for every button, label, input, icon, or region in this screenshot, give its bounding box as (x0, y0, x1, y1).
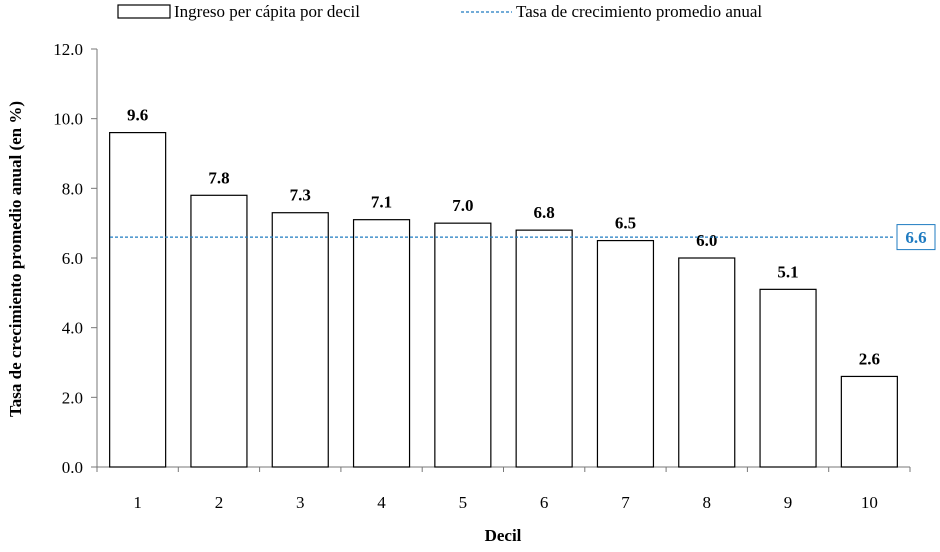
data-label: 6.5 (615, 214, 636, 233)
data-label: 7.1 (371, 193, 392, 212)
data-label: 2.6 (859, 349, 880, 368)
bar-decil-9 (759, 288, 817, 468)
x-tick-label: 8 (703, 493, 712, 512)
legend: Ingreso per cápita por decil Tasa de cre… (117, 2, 762, 21)
bar-decil-2 (190, 194, 248, 468)
bar-decil-6 (515, 229, 573, 468)
data-label: 7.8 (208, 168, 229, 187)
x-axis-ticks: 1 2 3 4 5 6 7 8 9 10 (96, 467, 911, 512)
y-tick-label: 10.0 (53, 110, 83, 129)
y-tick-label: 6.0 (62, 249, 83, 268)
x-tick-label: 4 (377, 493, 386, 512)
y-tick-label: 2.0 (62, 388, 83, 407)
y-axis-title: Tasa de crecimiento promedio anual (en %… (6, 101, 25, 417)
bar-decil-3 (271, 212, 329, 468)
bars: 9.6 7.8 7.3 7.1 7.0 6.8 6.5 6.0 5.1 2.6 (109, 106, 898, 468)
y-tick-label: 8.0 (62, 179, 83, 198)
average-growth-label-box (896, 224, 936, 251)
data-label: 7.3 (290, 186, 311, 205)
data-label: 6.8 (534, 203, 555, 222)
data-label: 5.1 (777, 262, 798, 281)
data-label: 7.0 (452, 196, 473, 215)
legend-label-bars: Ingreso per cápita por decil (174, 2, 360, 21)
x-tick-label: 10 (861, 493, 878, 512)
average-growth-label: 6.6 (905, 228, 926, 247)
bar-decil-1 (109, 132, 167, 468)
bar-decil-8 (678, 257, 736, 468)
x-tick-label: 1 (133, 493, 142, 512)
y-axis-ticks: 0.0 2.0 4.0 6.0 8.0 10.0 12.0 (53, 40, 97, 477)
y-tick-label: 4.0 (62, 319, 83, 338)
x-tick-label: 3 (296, 493, 305, 512)
bar-decil-4 (352, 219, 411, 468)
bar-decil-7 (596, 239, 655, 468)
x-tick-label: 9 (784, 493, 793, 512)
y-tick-label: 12.0 (53, 40, 83, 59)
legend-label-line: Tasa de crecimiento promedio anual (516, 2, 762, 21)
x-tick-label: 7 (621, 493, 630, 512)
data-label: 9.6 (127, 106, 148, 125)
x-axis-title: Decil (485, 526, 522, 545)
x-tick-label: 6 (540, 493, 549, 512)
legend-swatch-bar (117, 4, 171, 19)
x-tick-label: 5 (459, 493, 468, 512)
bar-decil-10 (840, 375, 898, 468)
y-tick-label: 0.0 (62, 458, 83, 477)
bar-decil-5 (434, 222, 492, 468)
x-tick-label: 2 (215, 493, 224, 512)
data-label: 6.0 (696, 231, 717, 250)
